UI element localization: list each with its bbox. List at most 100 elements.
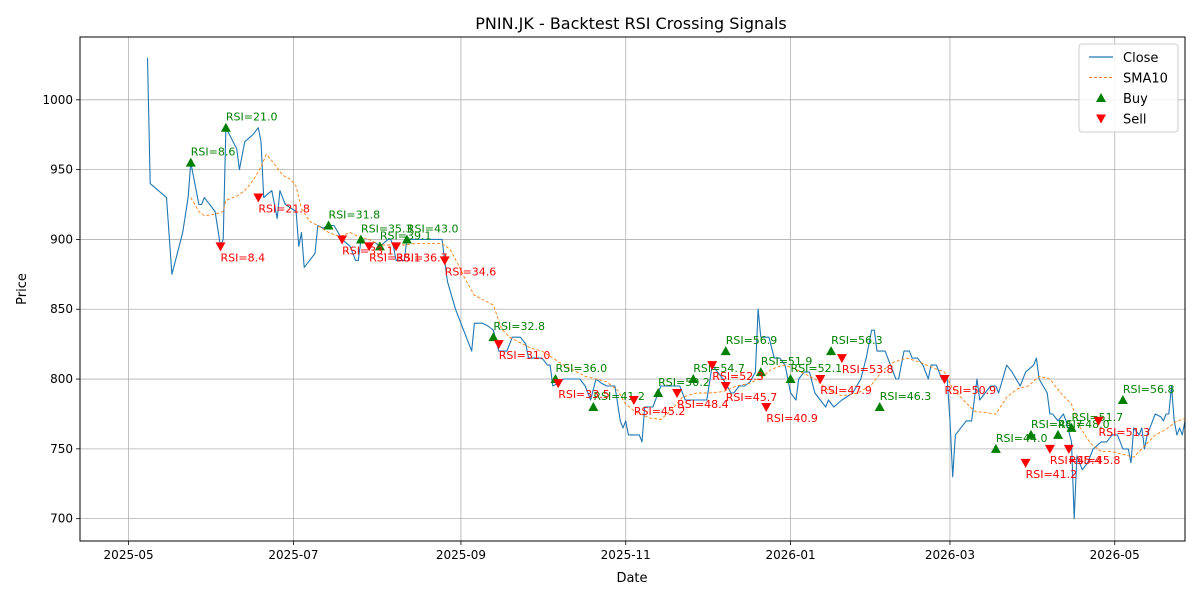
sell-signal-label: RSI=50.9 [945, 384, 997, 397]
plot-background [80, 37, 1185, 541]
sell-signal-label: RSI=51.3 [1099, 426, 1151, 439]
buy-marker [755, 367, 766, 377]
buy-signal-label: RSI=50.2 [658, 376, 710, 389]
buy-marker [1053, 429, 1064, 439]
x-axis-label: Date [616, 571, 647, 586]
x-tick-label: 2026-01 [765, 548, 815, 562]
buy-signal-label: RSI=21.0 [226, 111, 278, 124]
sell-signal-label: RSI=45.2 [634, 405, 686, 418]
sma10-line [190, 153, 1185, 458]
sell-marker [672, 389, 683, 399]
plot-frame [79, 36, 1186, 542]
buy-marker [220, 122, 231, 132]
buy-marker [826, 346, 837, 356]
buy-marker [688, 374, 699, 384]
legend: Close SMA10 Buy Sell [1078, 43, 1179, 133]
buy-marker [990, 443, 1001, 453]
x-axis: 2025-05 2025-07 2025-09 2025-11 2026-01 2026-… [104, 541, 1140, 562]
y-tick-label: 1000 [42, 93, 73, 107]
sell-marker [628, 395, 639, 405]
buy-signal-label: RSI=39.1 [380, 229, 432, 242]
buy-marker [323, 220, 334, 230]
x-tick-label: 2025-07 [268, 548, 318, 562]
buy-marker [653, 388, 664, 398]
signal-layer: RSI=8.6RSI=21.0RSI=31.8RSI=35.3RSI=39.1R… [185, 111, 1175, 481]
y-tick-label: 900 [50, 232, 73, 246]
sell-marker [553, 379, 564, 389]
buy-marker [401, 234, 412, 244]
sell-signal-label: RSI=52.3 [712, 370, 764, 383]
sell-marker [1093, 416, 1104, 426]
sell-marker [1044, 444, 1055, 454]
sell-signal-label: RSI=36.7 [396, 251, 448, 264]
sell-marker [391, 242, 402, 252]
x-tick-label: 2025-09 [436, 548, 486, 562]
buy-marker [185, 157, 196, 167]
y-tick-label: 700 [50, 512, 73, 526]
buy-signal-label: RSI=44.0 [996, 432, 1048, 445]
sell-signal-label: RSI=45.8 [1069, 454, 1121, 467]
x-tick-label: 2025-11 [601, 548, 651, 562]
sell-signal-label: RSI=38.1 [369, 251, 421, 264]
y-tick-label: 800 [50, 372, 73, 386]
legend-label-close: Close [1123, 51, 1158, 66]
buy-signal-label: RSI=43.0 [407, 222, 459, 235]
buy-signal-label: RSI=56.9 [726, 334, 778, 347]
legend-sell-swatch [1096, 114, 1106, 124]
sell-marker [1020, 458, 1031, 468]
sell-marker [253, 193, 264, 203]
sell-marker [493, 340, 504, 350]
sell-signal-label: RSI=45.4 [1050, 454, 1102, 467]
sell-marker [939, 375, 950, 385]
sell-signal-label: RSI=31.0 [499, 349, 551, 362]
buy-signal-label: RSI=32.8 [493, 320, 545, 333]
legend-label-buy: Buy [1123, 92, 1148, 107]
x-tick-label: 2026-05 [1090, 548, 1140, 562]
sell-signal-label: RSI=40.9 [766, 412, 818, 425]
y-axis-label: Price [15, 273, 30, 305]
buy-signal-label: RSI=56.3 [831, 334, 883, 347]
sell-marker [215, 242, 226, 252]
y-tick-label: 850 [50, 302, 73, 316]
legend-box [1078, 43, 1179, 133]
sell-signal-label: RSI=48.4 [677, 398, 729, 411]
sell-marker [761, 402, 772, 412]
plot-area: RSI=8.6RSI=21.0RSI=31.8RSI=35.3RSI=39.1R… [42, 36, 1186, 562]
buy-signal-label: RSI=36.0 [556, 362, 608, 375]
legend-label-sma: SMA10 [1123, 72, 1168, 87]
buy-marker [588, 401, 599, 411]
legend-label-sell: Sell [1123, 113, 1146, 128]
buy-signal-label: RSI=31.8 [329, 208, 381, 221]
sell-signal-label: RSI=45.7 [726, 391, 778, 404]
buy-signal-label: RSI=51.9 [761, 355, 813, 368]
buy-marker [1026, 429, 1037, 439]
buy-marker [785, 374, 796, 384]
buy-marker [720, 346, 731, 356]
y-tick-label: 950 [50, 163, 73, 177]
sell-marker [364, 242, 375, 252]
buy-marker [488, 332, 499, 342]
x-tick-label: 2026-03 [925, 548, 975, 562]
sell-marker [815, 375, 826, 385]
buy-marker [374, 241, 385, 251]
sell-signal-label: RSI=33.1 [342, 244, 394, 257]
sell-marker [1063, 444, 1074, 454]
buy-signal-label: RSI=52.1 [791, 362, 843, 375]
grid-lines [80, 37, 1185, 541]
sell-signal-label: RSI=34.6 [445, 265, 497, 278]
sell-marker [720, 382, 731, 392]
sell-signal-label: RSI=33.5 [558, 388, 610, 401]
buy-marker [1117, 394, 1128, 404]
buy-signal-label: RSI=56.8 [1123, 383, 1175, 396]
buy-signal-label: RSI=8.6 [191, 146, 236, 159]
y-axis: 700 750 800 850 900 950 1000 [42, 93, 80, 526]
sell-marker [439, 256, 450, 266]
sell-signal-label: RSI=53.8 [842, 363, 894, 376]
sell-signal-label: RSI=8.4 [220, 251, 265, 264]
sell-marker [836, 354, 847, 364]
chart-title: PNIN.JK - Backtest RSI Crossing Signals [475, 14, 786, 33]
buy-marker [1066, 422, 1077, 432]
buy-signal-label: RSI=46.3 [880, 390, 932, 403]
legend-buy-swatch [1096, 93, 1106, 102]
